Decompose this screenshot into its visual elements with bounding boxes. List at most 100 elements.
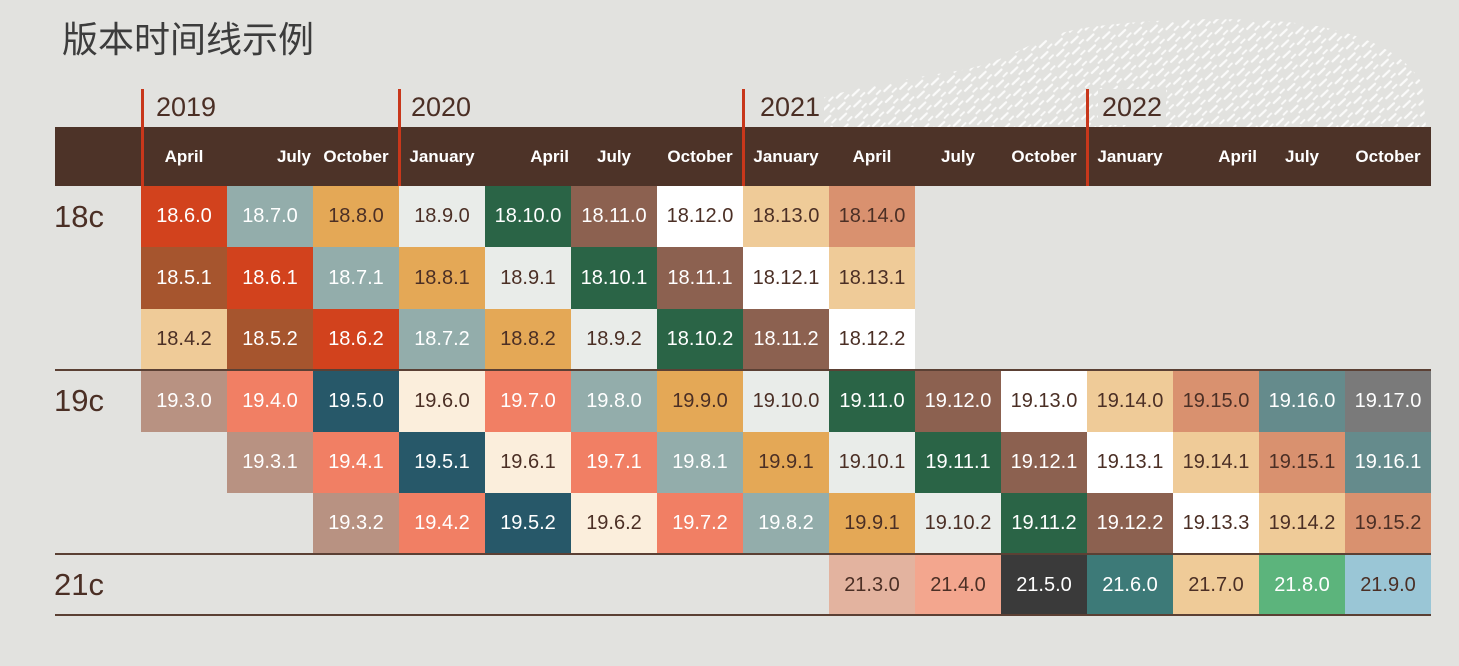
version-cell: 18.12.0 [657,186,743,247]
version-cell: 19.4.1 [313,432,399,493]
version-cell: 19.5.1 [399,432,485,493]
month-label: October [667,147,733,166]
version-cell: 18.6.1 [227,247,313,309]
version-cell: 19.3.0 [141,370,227,432]
version-cell: 19.15.2 [1345,493,1431,554]
release-group-label: 21c [54,567,104,602]
version-cell: 19.7.2 [657,493,743,554]
month-label: July [596,147,632,166]
version-cell: 18.8.2 [485,309,571,370]
version-cell: 19.11.0 [829,370,915,432]
version-cell: 21.5.0 [1001,554,1087,616]
version-cell: 19.14.0 [1087,370,1173,432]
version-cell: 19.13.3 [1173,493,1259,554]
version-cell: 19.16.0 [1259,370,1345,432]
version-cell: 19.12.1 [1001,432,1087,493]
month-label: January [409,147,475,166]
year-marker [141,89,144,186]
decorative-pattern [822,19,1426,127]
version-cell: 18.12.2 [829,309,915,370]
version-cell: 21.3.0 [829,554,915,616]
version-cell: 19.15.0 [1173,370,1259,432]
release-group-label: 19c [54,383,104,418]
month-label: October [323,147,389,166]
month-label: January [753,147,819,166]
version-cell: 19.5.0 [313,370,399,432]
version-cell: 19.4.0 [227,370,313,432]
version-cell: 19.16.1 [1345,432,1431,493]
version-cell: 18.7.2 [399,309,485,370]
version-cell: 19.9.1 [743,432,829,493]
version-cell: 19.11.1 [915,432,1001,493]
month-label: April [530,147,569,166]
year-marker [1086,89,1089,186]
version-cell: 21.9.0 [1345,554,1431,616]
year-label: 2019 [152,89,221,125]
year-label: 2022 [1098,89,1167,125]
version-cell: 21.4.0 [915,554,1001,616]
version-cell: 18.14.0 [829,186,915,247]
version-cell: 19.14.1 [1173,432,1259,493]
version-cell: 21.7.0 [1173,554,1259,616]
month-label: April [1218,147,1257,166]
year-marker [742,89,745,186]
version-cell: 21.6.0 [1087,554,1173,616]
version-cell: 18.12.1 [743,247,829,309]
version-cell: 19.6.2 [571,493,657,554]
version-cell: 18.13.0 [743,186,829,247]
version-cell: 19.8.2 [743,493,829,554]
version-cell: 18.11.1 [657,247,743,309]
group-divider [55,614,1431,616]
version-cell: 18.7.1 [313,247,399,309]
group-divider [55,553,1431,555]
version-cell: 18.5.2 [227,309,313,370]
month-label: October [1355,147,1421,166]
version-cell: 19.17.0 [1345,370,1431,432]
version-cell: 18.5.1 [141,247,227,309]
version-cell: 19.3.1 [227,432,313,493]
version-cell: 18.8.1 [399,247,485,309]
version-cell: 18.10.2 [657,309,743,370]
month-label: October [1011,147,1077,166]
version-cell: 19.12.0 [915,370,1001,432]
version-cell: 19.12.2 [1087,493,1173,554]
version-cell: 19.9.1 [829,493,915,554]
version-cell: 18.8.0 [313,186,399,247]
version-cell: 19.6.0 [399,370,485,432]
version-cell: 19.9.0 [657,370,743,432]
version-cell: 18.9.0 [399,186,485,247]
version-cell: 19.11.2 [1001,493,1087,554]
month-label: April [852,147,892,166]
year-marker [398,89,401,186]
version-cell: 19.7.1 [571,432,657,493]
version-cell: 19.13.1 [1087,432,1173,493]
version-cell: 19.3.2 [313,493,399,554]
month-label: July [940,147,976,166]
version-cell: 19.8.0 [571,370,657,432]
version-cell: 18.6.0 [141,186,227,247]
version-cell: 19.8.1 [657,432,743,493]
version-cell: 18.4.2 [141,309,227,370]
version-cell: 19.6.1 [485,432,571,493]
month-label: July [276,147,311,166]
version-cell: 19.4.2 [399,493,485,554]
version-cell: 18.11.0 [571,186,657,247]
month-label: July [1284,147,1320,166]
page-title: 版本时间线示例 [62,20,315,61]
version-cell: 18.9.2 [571,309,657,370]
version-cell: 19.5.2 [485,493,571,554]
month-label: April [164,147,204,166]
group-divider [55,369,1431,371]
version-cell: 19.10.0 [743,370,829,432]
year-label: 2021 [756,89,825,125]
version-cell: 18.11.2 [743,309,829,370]
version-cell: 18.13.1 [829,247,915,309]
version-cell: 18.10.0 [485,186,571,247]
version-cell: 21.8.0 [1259,554,1345,616]
version-cell: 19.7.0 [485,370,571,432]
version-cell: 18.7.0 [227,186,313,247]
version-cell: 18.9.1 [485,247,571,309]
version-cell: 19.14.2 [1259,493,1345,554]
